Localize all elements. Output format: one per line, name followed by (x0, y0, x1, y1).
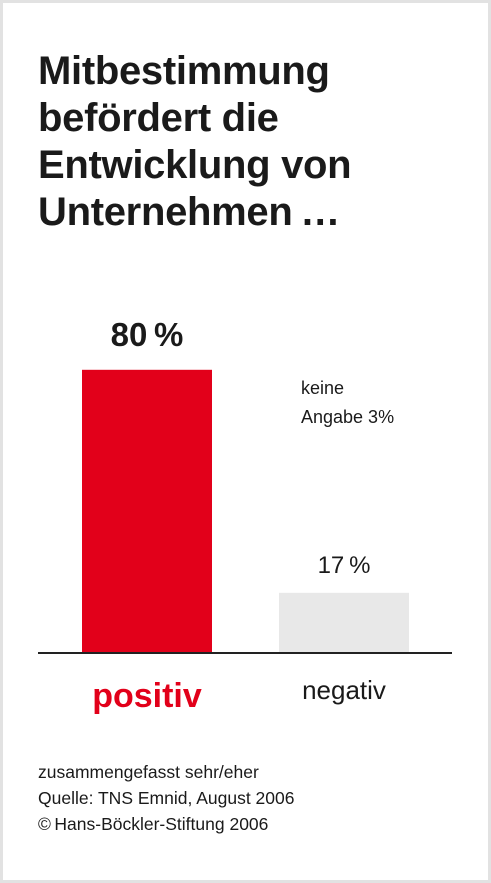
category-label-negativ: negativ (302, 675, 386, 705)
bar-positiv (82, 369, 212, 653)
bars-layer (82, 369, 409, 653)
annotation-layer: keine Angabe 3% (301, 378, 394, 427)
footer-source: Quelle: TNS Emnid, August 2006 (38, 788, 295, 808)
chart-footer: zusammengefasst sehr/eher Quelle: TNS Em… (38, 759, 295, 837)
value-label-positiv: 80 % (111, 316, 184, 353)
title-line: befördert die (38, 96, 279, 140)
chart-title: Mitbestimmung befördert die Entwicklung … (38, 48, 458, 236)
footer-note: zusammengefasst sehr/eher (38, 762, 259, 782)
category-label-positiv: positiv (92, 677, 202, 715)
title-line: Mitbestimmung (38, 49, 330, 93)
bar-negativ (279, 592, 409, 653)
annotation-line: Angabe 3% (301, 407, 394, 427)
annotation-line: keine (301, 378, 344, 398)
value-label-negativ: 17 % (318, 552, 371, 579)
labels-layer: 80 % positiv 17 % negativ (92, 316, 386, 715)
title-line: Unternehmen … (38, 190, 340, 234)
footer-copyright: © Hans-Böckler-Stiftung 2006 (38, 814, 269, 834)
title-line: Entwicklung von (38, 143, 352, 187)
